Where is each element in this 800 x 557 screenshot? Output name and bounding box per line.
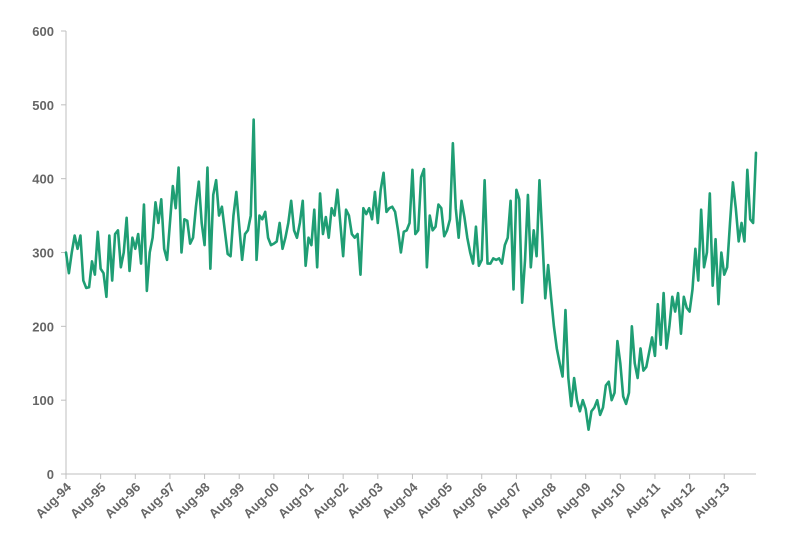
y-tick-label: 500: [32, 98, 54, 113]
x-tick-label: Aug-10: [587, 480, 629, 522]
y-tick-label: 300: [32, 246, 54, 261]
x-axis: Aug-94Aug-95Aug-96Aug-97Aug-98Aug-99Aug-…: [32, 473, 756, 522]
x-tick-label: Aug-05: [413, 480, 455, 522]
x-tick-label: Aug-94: [32, 479, 74, 521]
y-tick-label: 400: [32, 172, 54, 187]
x-tick-label: Aug-96: [102, 480, 144, 522]
x-tick-label: Aug-12: [656, 480, 698, 522]
x-tick-label: Aug-06: [448, 480, 490, 522]
x-tick-label: Aug-09: [552, 480, 594, 522]
x-tick-label: Aug-95: [67, 480, 109, 522]
x-tick-label: Aug-98: [171, 480, 213, 522]
y-tick-label: 200: [32, 319, 54, 334]
x-tick-label: Aug-99: [206, 480, 248, 522]
x-tick-label: Aug-00: [240, 480, 282, 522]
y-tick-label: 600: [32, 24, 54, 39]
x-tick-label: Aug-13: [691, 480, 733, 522]
x-tick-label: Aug-02: [310, 480, 352, 522]
x-tick-label: Aug-01: [275, 480, 317, 522]
series-line: [64, 118, 758, 431]
x-tick-label: Aug-11: [622, 480, 663, 521]
x-tick-label: Aug-04: [379, 479, 421, 521]
x-tick-label: Aug-03: [344, 480, 386, 522]
x-tick-label: Aug-07: [483, 480, 525, 522]
x-tick-label: Aug-08: [517, 480, 559, 522]
x-tick-label: Aug-97: [136, 480, 178, 522]
y-axis: 0 100 200 300 400 500 600: [32, 24, 67, 482]
series-layer: [64, 118, 758, 431]
y-tick-label: 100: [32, 393, 54, 408]
y-tick-label: 0: [47, 467, 54, 482]
